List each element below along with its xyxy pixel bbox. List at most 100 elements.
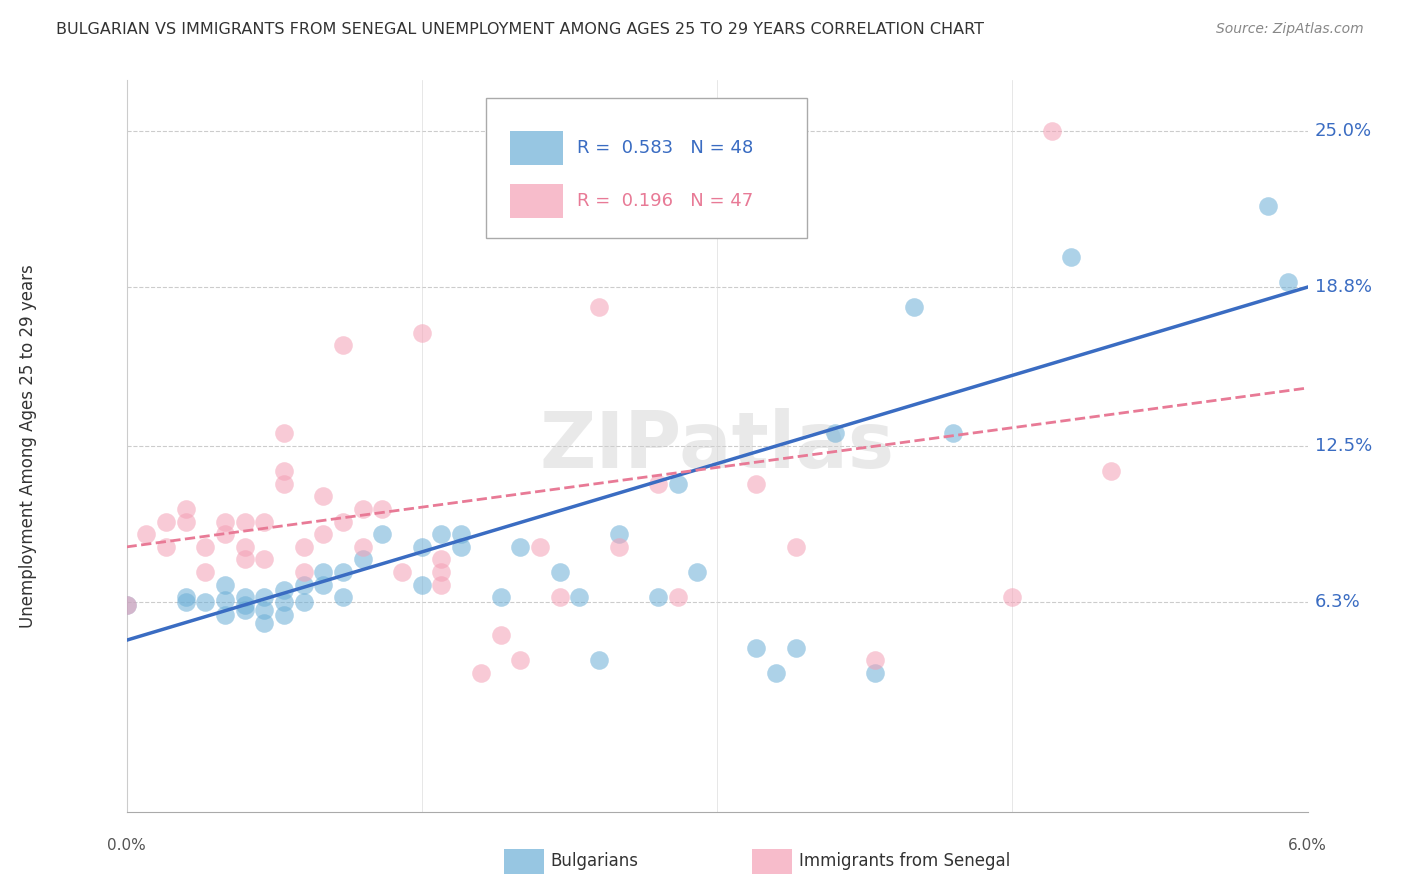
Point: [174, 595, 197, 609]
Point: [332, 515, 354, 529]
Point: [233, 515, 256, 529]
Point: [509, 540, 531, 554]
Point: [214, 578, 236, 592]
Point: [174, 591, 197, 605]
Point: [588, 653, 610, 667]
Point: [352, 502, 374, 516]
Point: [903, 300, 925, 314]
Point: [233, 598, 256, 612]
Point: [568, 591, 591, 605]
Point: [1277, 275, 1299, 289]
Point: [292, 540, 315, 554]
Point: [666, 476, 689, 491]
Point: [155, 515, 177, 529]
Point: [174, 502, 197, 516]
Point: [430, 578, 453, 592]
Text: 6.0%: 6.0%: [1288, 838, 1327, 854]
Point: [155, 540, 177, 554]
Text: 18.8%: 18.8%: [1315, 278, 1372, 296]
Point: [548, 591, 571, 605]
Point: [292, 565, 315, 579]
Point: [273, 607, 295, 622]
Point: [312, 490, 335, 504]
Point: [450, 527, 472, 541]
Point: [745, 476, 768, 491]
Point: [214, 592, 236, 607]
Point: [292, 595, 315, 609]
Text: 6.3%: 6.3%: [1315, 593, 1361, 611]
Point: [174, 515, 197, 529]
Point: [942, 426, 965, 441]
Text: 25.0%: 25.0%: [1315, 121, 1372, 140]
Point: [273, 464, 295, 478]
Point: [273, 595, 295, 609]
Point: [489, 628, 512, 642]
Point: [233, 591, 256, 605]
Point: [745, 640, 768, 655]
Text: ZIPatlas: ZIPatlas: [540, 408, 894, 484]
Point: [253, 552, 276, 566]
Point: [529, 540, 551, 554]
Text: Bulgarians: Bulgarians: [551, 852, 638, 870]
Point: [273, 426, 295, 441]
Point: [588, 300, 610, 314]
Text: BULGARIAN VS IMMIGRANTS FROM SENEGAL UNEMPLOYMENT AMONG AGES 25 TO 29 YEARS CORR: BULGARIAN VS IMMIGRANTS FROM SENEGAL UNE…: [56, 22, 984, 37]
Point: [430, 565, 453, 579]
Point: [233, 552, 256, 566]
Point: [214, 607, 236, 622]
Text: 12.5%: 12.5%: [1315, 437, 1372, 455]
Point: [214, 527, 236, 541]
Point: [332, 591, 354, 605]
Point: [115, 598, 138, 612]
Point: [450, 540, 472, 554]
Point: [391, 565, 413, 579]
Point: [312, 578, 335, 592]
Point: [233, 540, 256, 554]
Point: [607, 527, 630, 541]
Point: [411, 540, 433, 554]
Point: [1060, 250, 1083, 264]
Point: [352, 540, 374, 554]
Point: [233, 603, 256, 617]
Point: [371, 502, 394, 516]
Point: [352, 552, 374, 566]
Point: [253, 591, 276, 605]
Point: [686, 565, 709, 579]
Point: [785, 640, 807, 655]
Point: [1040, 124, 1063, 138]
Point: [411, 578, 433, 592]
Point: [332, 565, 354, 579]
Point: [135, 527, 157, 541]
Point: [194, 540, 217, 554]
Point: [1099, 464, 1122, 478]
Point: [548, 565, 571, 579]
Point: [371, 527, 394, 541]
Point: [824, 426, 846, 441]
Point: [411, 326, 433, 340]
Point: [666, 591, 689, 605]
Point: [253, 515, 276, 529]
Point: [647, 591, 669, 605]
Point: [863, 653, 886, 667]
Point: [785, 540, 807, 554]
Point: [430, 552, 453, 566]
Point: [312, 527, 335, 541]
Text: R =  0.583   N = 48: R = 0.583 N = 48: [576, 139, 754, 157]
Point: [647, 476, 669, 491]
Point: [194, 595, 217, 609]
Point: [489, 591, 512, 605]
Point: [607, 540, 630, 554]
Point: [863, 665, 886, 680]
Text: Source: ZipAtlas.com: Source: ZipAtlas.com: [1216, 22, 1364, 37]
Point: [470, 665, 492, 680]
Text: Immigrants from Senegal: Immigrants from Senegal: [799, 852, 1010, 870]
Point: [253, 615, 276, 630]
Point: [430, 527, 453, 541]
Point: [292, 578, 315, 592]
Point: [332, 338, 354, 352]
Point: [214, 515, 236, 529]
Point: [115, 598, 138, 612]
Point: [273, 582, 295, 597]
Point: [273, 476, 295, 491]
Point: [1257, 199, 1279, 213]
